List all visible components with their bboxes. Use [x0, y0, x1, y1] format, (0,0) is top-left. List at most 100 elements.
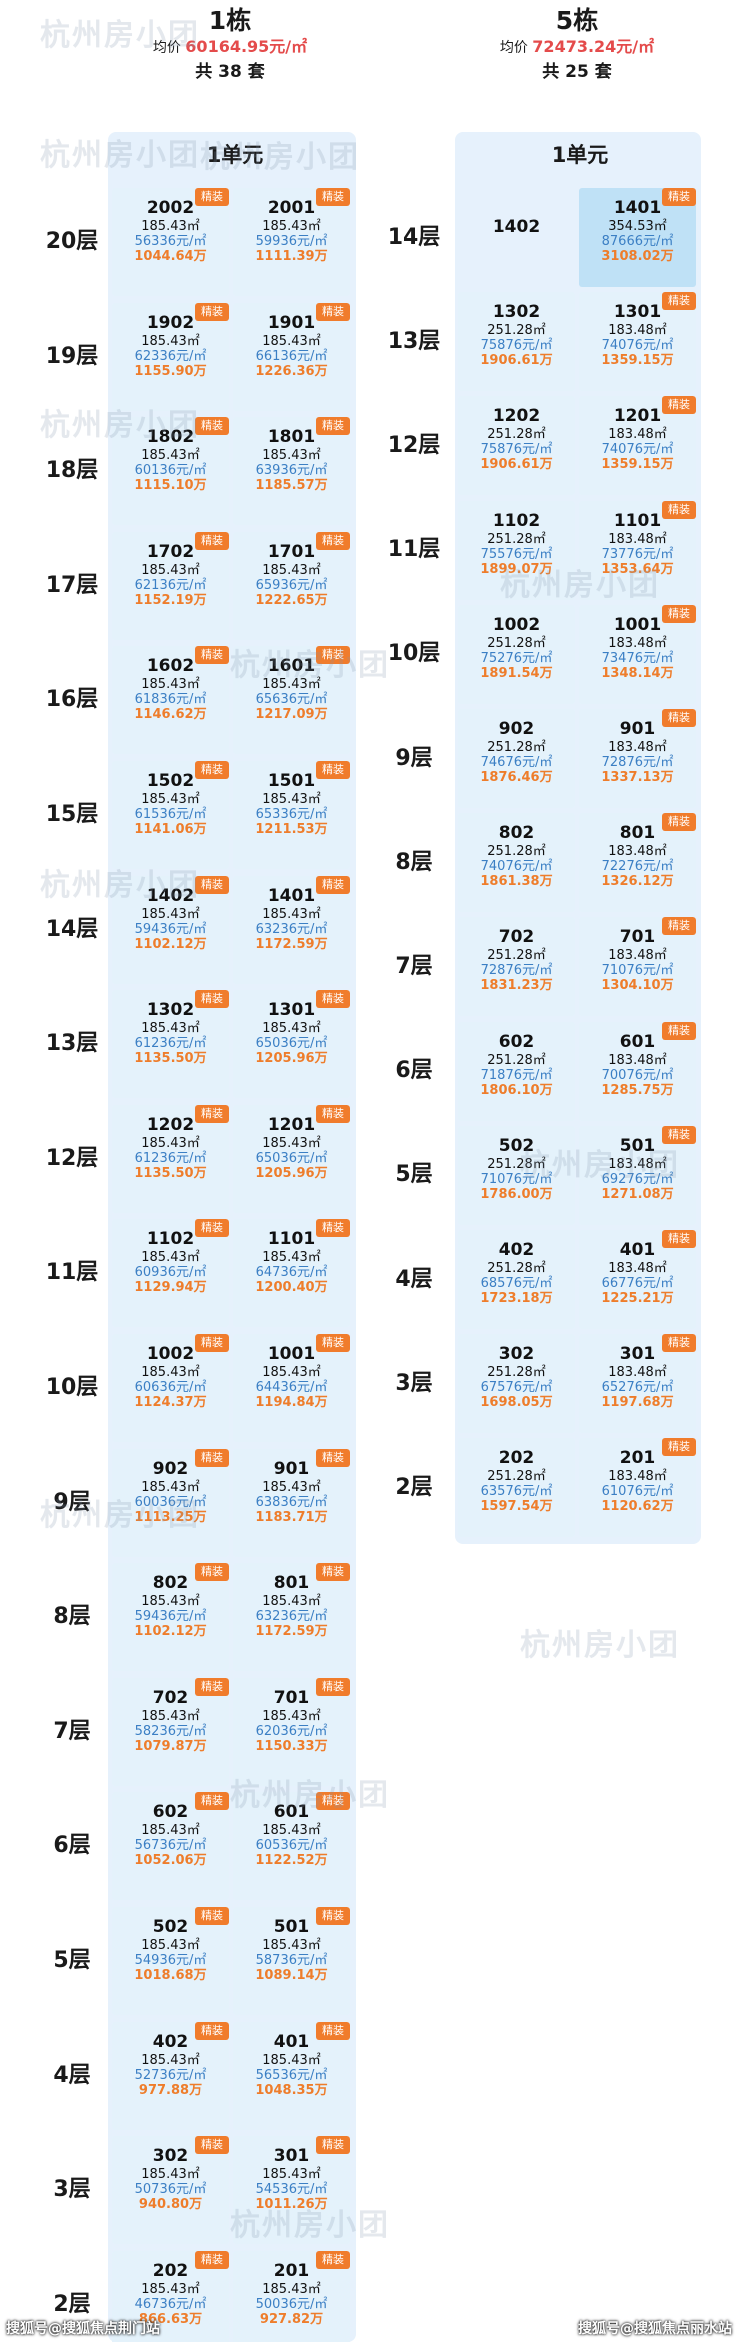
unit-cell[interactable]: 201 185.43㎡ 50036元/㎡ 927.82万 精装 [233, 2250, 350, 2342]
unit-cell[interactable]: 1501 185.43㎡ 65336元/㎡ 1211.53万 精装 [233, 761, 350, 869]
watermark: 杭州房小团 [230, 648, 390, 683]
unit-cell[interactable]: 1202 251.28㎡ 75876元/㎡ 1906.61万 [458, 396, 575, 496]
unit-cell[interactable]: 1301 183.48㎡ 74076元/㎡ 1359.15万 精装 [579, 292, 696, 392]
unit-area: 183.48㎡ [608, 427, 667, 443]
unit-cell[interactable]: 501 183.48㎡ 69276元/㎡ 1271.08万 精装 [579, 1125, 696, 1225]
watermark: 杭州房小团 [230, 1778, 390, 1813]
unit-cell[interactable]: 601 183.48㎡ 70076元/㎡ 1285.75万 精装 [579, 1021, 696, 1121]
unit-cell[interactable]: 402 185.43㎡ 52736元/㎡ 977.88万 精装 [112, 2021, 229, 2130]
floor-label: 2层 [395, 1474, 433, 1500]
unit-cell[interactable]: 1401 185.43㎡ 63236元/㎡ 1172.59万 精装 [233, 875, 350, 984]
unit-cell[interactable]: 1102 185.43㎡ 60936元/㎡ 1129.94万 精装 [112, 1219, 229, 1328]
unit-cell[interactable]: 302 251.28㎡ 67576元/㎡ 1698.05万 [458, 1334, 575, 1434]
unit-cell[interactable]: 1101 185.43㎡ 64736元/㎡ 1200.40万 精装 [233, 1219, 350, 1328]
decoration-tag: 精装 [195, 875, 229, 894]
unit-cell[interactable]: 902 185.43㎡ 60036元/㎡ 1113.25万 精装 [112, 1448, 229, 1557]
unit-total-price: 1211.53万 [255, 822, 328, 837]
unit-cell[interactable]: 1301 185.43㎡ 65036元/㎡ 1205.96万 精装 [233, 990, 350, 1099]
unit-cell[interactable]: 1402 185.43㎡ 59436元/㎡ 1102.12万 精装 [112, 875, 229, 984]
unit-price: 65936元/㎡ [255, 577, 328, 593]
unit-cell[interactable]: 702 251.28㎡ 72876元/㎡ 1831.23万 [458, 917, 575, 1017]
decoration-tag: 精装 [662, 500, 696, 519]
unit-cell[interactable]: 901 185.43㎡ 63836元/㎡ 1183.71万 精装 [233, 1448, 350, 1557]
unit-price: 74076元/㎡ [601, 442, 674, 458]
unit-cell[interactable]: 1201 185.43㎡ 65036元/㎡ 1205.96万 精装 [233, 1104, 350, 1213]
unit-cell[interactable]: 501 185.43㎡ 58736元/㎡ 1089.14万 精装 [233, 1907, 350, 2015]
unit-price: 68576元/㎡ [480, 1276, 553, 1291]
unit-cell[interactable]: 301 183.48㎡ 65276元/㎡ 1197.68万 精装 [579, 1334, 696, 1434]
unit-cell[interactable]: 1602 185.43㎡ 61836元/㎡ 1146.62万 精装 [112, 646, 229, 755]
unit-number: 1702 [146, 541, 195, 562]
unit-price: 75276元/㎡ [480, 650, 553, 666]
unit-cell[interactable]: 1001 183.48㎡ 73476元/㎡ 1348.14万 精装 [579, 604, 696, 704]
decoration-tag: 精装 [662, 1021, 696, 1040]
unit-area: 185.43㎡ [262, 1250, 321, 1266]
unit-cell[interactable]: 1101 183.48㎡ 73776元/㎡ 1353.64万 精装 [579, 500, 696, 600]
unit-cell[interactable]: 502 251.28㎡ 71076元/㎡ 1786.00万 [458, 1125, 575, 1225]
decoration-tag: 精装 [195, 2250, 229, 2269]
unit-cell[interactable]: 1001 185.43㎡ 64436元/㎡ 1194.84万 精装 [233, 1334, 350, 1442]
unit-cell[interactable]: 502 185.43㎡ 54936元/㎡ 1018.68万 精装 [112, 1907, 229, 2015]
unit-cell[interactable]: 202 251.28㎡ 63576元/㎡ 1597.54万 [458, 1438, 575, 1538]
unit-number: 801 [619, 823, 656, 844]
unit-cell[interactable]: 302 185.43㎡ 50736元/㎡ 940.80万 精装 [112, 2136, 229, 2245]
unit-total-price: 1150.33万 [255, 1738, 328, 1754]
unit-cell[interactable]: 801 185.43㎡ 63236元/㎡ 1172.59万 精装 [233, 1563, 350, 1672]
unit-cell[interactable]: 602 185.43㎡ 56736元/㎡ 1052.06万 精装 [112, 1792, 229, 1901]
unit-cell[interactable]: 402 251.28㎡ 68576元/㎡ 1723.18万 [458, 1230, 575, 1329]
unit-cell[interactable]: 1601 185.43㎡ 65636元/㎡ 1217.09万 精装 [233, 646, 350, 755]
unit-cell[interactable]: 802 185.43㎡ 59436元/㎡ 1102.12万 精装 [112, 1563, 229, 1672]
unit-cell[interactable]: 701 185.43㎡ 62036元/㎡ 1150.33万 精装 [233, 1677, 350, 1786]
unit-price: 50036元/㎡ [255, 2296, 328, 2312]
unit-price: 59436元/㎡ [134, 921, 207, 937]
unit-cell[interactable]: 301 185.43㎡ 54536元/㎡ 1011.26万 精装 [233, 2136, 350, 2245]
unit-cell[interactable]: 1802 185.43㎡ 60136元/㎡ 1115.10万 精装 [112, 417, 229, 526]
unit-total-price: 940.80万 [138, 2197, 203, 2213]
unit-total-price: 1359.15万 [601, 457, 674, 473]
unit-price: 60636元/㎡ [134, 1380, 207, 1395]
unit-cell[interactable]: 602 251.28㎡ 71876元/㎡ 1806.10万 [458, 1021, 575, 1121]
unit-cell[interactable]: 901 183.48㎡ 72876元/㎡ 1337.13万 精装 [579, 709, 696, 808]
unit-cell[interactable]: 1502 185.43㎡ 61536元/㎡ 1141.06万 精装 [112, 761, 229, 869]
floor-label: 11层 [45, 1260, 99, 1286]
unit-cell[interactable]: 702 185.43㎡ 58236元/㎡ 1079.87万 精装 [112, 1677, 229, 1786]
unit-cell[interactable]: 202 185.43㎡ 46736元/㎡ 866.63万 精装 [112, 2250, 229, 2342]
unit-number: 902 [498, 719, 535, 739]
unit-cell[interactable]: 1002 185.43㎡ 60636元/㎡ 1124.37万 精装 [112, 1334, 229, 1442]
unit-cell[interactable]: 2001 185.43㎡ 59936元/㎡ 1111.39万 精装 [233, 188, 350, 296]
unit-cell[interactable]: 601 185.43㎡ 60536元/㎡ 1122.52万 精装 [233, 1792, 350, 1901]
unit-number: 801 [273, 1573, 310, 1594]
unit-price: 61236元/㎡ [134, 1036, 207, 1052]
unit-cell[interactable]: 1402 [458, 188, 575, 287]
unit-cell[interactable]: 1702 185.43㎡ 62136元/㎡ 1152.19万 精装 [112, 531, 229, 640]
unit-cell[interactable]: 201 183.48㎡ 61076元/㎡ 1120.62万 精装 [579, 1438, 696, 1538]
floor-label: 13层 [45, 1031, 99, 1057]
unit-cell[interactable]: 1801 185.43㎡ 63936元/㎡ 1185.57万 精装 [233, 417, 350, 526]
unit-cell[interactable]: 1202 185.43㎡ 61236元/㎡ 1135.50万 精装 [112, 1104, 229, 1213]
unit-total-price: 1285.75万 [601, 1082, 674, 1098]
unit-cell[interactable]: 802 251.28㎡ 74076元/㎡ 1861.38万 [458, 813, 575, 913]
unit-number: 901 [273, 1458, 310, 1479]
unit-cell[interactable]: 1302 185.43㎡ 61236元/㎡ 1135.50万 精装 [112, 990, 229, 1099]
unit-cell[interactable]: 701 183.48㎡ 71076元/㎡ 1304.10万 精装 [579, 917, 696, 1017]
unit-area: 185.43㎡ [262, 677, 321, 693]
unit-total-price: 1205.96万 [255, 1051, 328, 1067]
unit-cell[interactable]: 1002 251.28㎡ 75276元/㎡ 1891.54万 [458, 604, 575, 704]
unit-cell[interactable]: 401 183.48㎡ 66776元/㎡ 1225.21万 精装 [579, 1230, 696, 1329]
unit-cell[interactable]: 801 183.48㎡ 72276元/㎡ 1326.12万 精装 [579, 813, 696, 913]
unit-total-price: 1891.54万 [480, 665, 553, 681]
unit-cell[interactable]: 1901 185.43㎡ 66136元/㎡ 1226.36万 精装 [233, 302, 350, 411]
unit-cell[interactable]: 1401 354.53㎡ 87666元/㎡ 3108.02万 精装 [579, 188, 696, 287]
unit-cell[interactable]: 2002 185.43㎡ 56336元/㎡ 1044.64万 精装 [112, 188, 229, 296]
unit-cell[interactable]: 1102 251.28㎡ 75576元/㎡ 1899.07万 [458, 500, 575, 600]
unit-cell[interactable]: 902 251.28㎡ 74676元/㎡ 1876.46万 [458, 709, 575, 808]
unit-cell[interactable]: 1201 183.48㎡ 74076元/㎡ 1359.15万 精装 [579, 396, 696, 496]
unit-price: 72876元/㎡ [601, 755, 674, 770]
unit-price: 74676元/㎡ [480, 755, 553, 770]
unit-cell[interactable]: 1902 185.43㎡ 62336元/㎡ 1155.90万 精装 [112, 302, 229, 411]
unit-number: 301 [619, 1344, 656, 1365]
unit-cell[interactable]: 1302 251.28㎡ 75876元/㎡ 1906.61万 [458, 292, 575, 392]
decoration-tag: 精装 [316, 761, 350, 779]
unit-cell[interactable]: 401 185.43㎡ 56536元/㎡ 1048.35万 精装 [233, 2021, 350, 2130]
unit-cell[interactable]: 1701 185.43㎡ 65936元/㎡ 1222.65万 精装 [233, 531, 350, 640]
